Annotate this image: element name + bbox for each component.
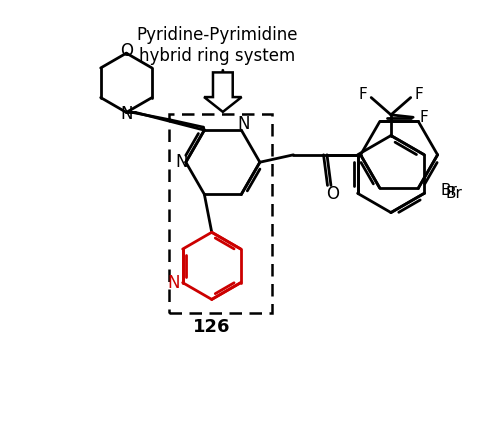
Text: N: N xyxy=(120,105,132,123)
Text: O: O xyxy=(120,42,133,60)
Text: Pyridine-Pyrimidine
hybrid ring system: Pyridine-Pyrimidine hybrid ring system xyxy=(136,26,298,65)
Text: Br: Br xyxy=(440,183,458,198)
Text: O: O xyxy=(326,185,339,203)
Text: F: F xyxy=(420,110,428,125)
Text: N: N xyxy=(168,273,180,292)
Text: 126: 126 xyxy=(193,318,230,335)
Text: N: N xyxy=(238,115,250,133)
Text: Br: Br xyxy=(445,186,462,201)
Text: F: F xyxy=(414,87,424,102)
Polygon shape xyxy=(204,72,242,112)
Text: F: F xyxy=(358,87,367,102)
Text: N: N xyxy=(176,153,188,171)
